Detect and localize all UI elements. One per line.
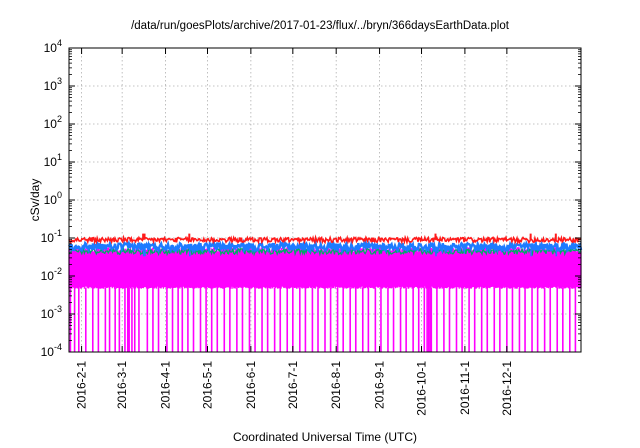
series-red-line bbox=[68, 234, 582, 246]
x-tick-label: 2016-7-1 bbox=[286, 361, 300, 409]
x-tick-label: 2016-3-1 bbox=[115, 361, 129, 409]
x-tick-label: 2016-9-1 bbox=[373, 361, 387, 409]
series-blue-line bbox=[68, 238, 583, 255]
y-tick-label: 10-1 bbox=[41, 228, 62, 245]
series-red bbox=[68, 233, 582, 246]
x-tick-label: 2016-11-1 bbox=[458, 361, 472, 415]
y-tick-label: 102 bbox=[44, 114, 62, 131]
y-tick-labels: 10-4 10-3 10-2 10-1 100 101 102 103 104 bbox=[41, 38, 62, 359]
y-tick-label: 101 bbox=[44, 152, 62, 169]
series-layer bbox=[68, 233, 583, 352]
ticks bbox=[69, 47, 581, 353]
y-tick-label: 103 bbox=[44, 76, 62, 93]
y-tick-label: 10-4 bbox=[41, 342, 62, 359]
x-tick-label: 2016-2-1 bbox=[75, 361, 89, 409]
y-axis-label: cSv/day bbox=[28, 179, 42, 222]
x-tick-label: 2016-5-1 bbox=[200, 361, 214, 409]
series-blue bbox=[68, 238, 583, 257]
y-tick-label: 104 bbox=[44, 38, 62, 55]
x-tick-labels: 2016-2-1 2016-3-1 2016-4-1 2016-5-1 2016-6-1… bbox=[75, 361, 514, 416]
chart-title: /data/run/goesPlots/archive/2017-01-23/f… bbox=[131, 20, 510, 32]
y-tick-label: 10-2 bbox=[41, 266, 62, 283]
x-tick-label: 2016-10-1 bbox=[415, 361, 429, 416]
x-tick-label: 2016-4-1 bbox=[159, 361, 173, 409]
x-tick-label: 2016-8-1 bbox=[329, 361, 343, 409]
x-tick-label: 2016-6-1 bbox=[244, 361, 258, 409]
y-tick-label: 10-3 bbox=[41, 304, 62, 321]
y-tick-label: 100 bbox=[44, 190, 62, 207]
x-axis-label: Coordinated Universal Time (UTC) bbox=[233, 430, 417, 444]
x-tick-label: 2016-12-1 bbox=[500, 361, 514, 416]
series-magenta bbox=[68, 247, 582, 352]
